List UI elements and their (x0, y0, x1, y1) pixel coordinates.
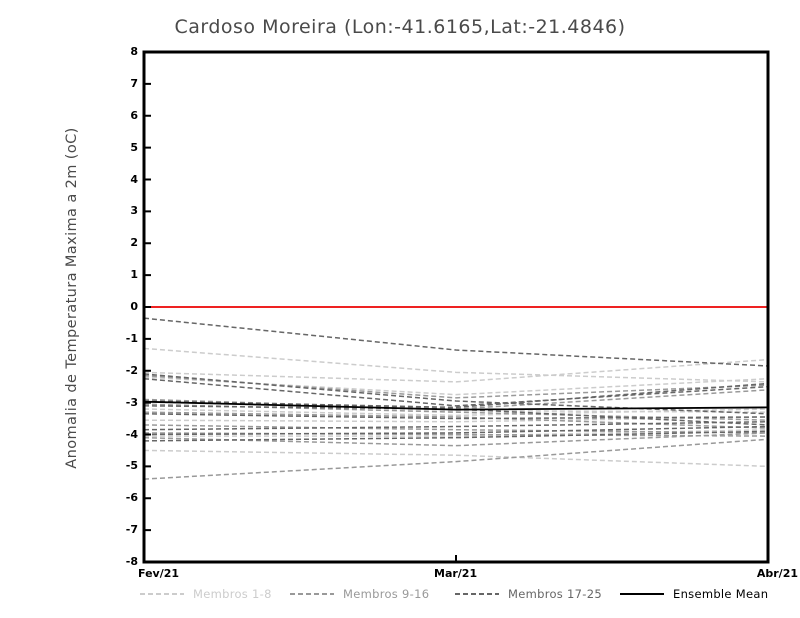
y-tick-label: -3 (125, 395, 138, 409)
series-line (143, 430, 769, 442)
series-line (143, 432, 769, 447)
y-tick-label: 5 (130, 140, 138, 154)
y-tick-label: -7 (125, 523, 138, 537)
series-line (143, 411, 769, 429)
legend-swatch-icon (455, 593, 499, 595)
series-line (143, 317, 769, 367)
series-line (143, 438, 769, 480)
legend-swatch-icon (140, 593, 184, 595)
legend-swatch-icon (290, 593, 334, 595)
legend-label: Membros 17-25 (508, 587, 602, 601)
y-tick-label: -2 (125, 363, 138, 377)
y-tick-label: -8 (125, 555, 138, 568)
y-tick-label: -6 (125, 491, 138, 505)
legend-swatch-icon (620, 592, 664, 596)
series-line (143, 373, 769, 415)
y-tick-label: -4 (125, 427, 138, 441)
series-line (143, 416, 769, 423)
x-tick-label: Fev/21 (138, 567, 180, 580)
chart-title: Cardoso Moreira (Lon:-41.6165,Lat:-21.48… (174, 16, 626, 38)
y-tick-label: 2 (130, 236, 138, 250)
legend-item[interactable]: Membros 9-16 (290, 585, 429, 603)
x-tick-label: Abr/21 (756, 567, 798, 580)
y-tick-label: -5 (125, 459, 138, 473)
series-line (143, 449, 769, 468)
series-line (143, 424, 769, 434)
legend-item[interactable]: Membros 1-8 (140, 585, 272, 603)
series-line (143, 413, 769, 420)
series-line (143, 408, 769, 417)
y-tick-label: 4 (130, 172, 138, 186)
series-line (143, 421, 769, 431)
y-tick-label: 6 (130, 108, 138, 122)
series-layer (143, 317, 769, 480)
legend-label: Membros 1-8 (193, 587, 272, 601)
tick-layer (143, 51, 769, 563)
x-tick-label: Mar/21 (434, 567, 478, 580)
series-line (143, 377, 769, 407)
series-line (143, 358, 769, 383)
chart-legend: Membros 1-8 Membros 9-16 Membros 17-25 Ense… (0, 585, 800, 605)
legend-item[interactable]: Membros 17-25 (455, 585, 602, 603)
series-line (143, 347, 769, 383)
series-line (143, 400, 769, 411)
y-tick-label: 8 (130, 45, 138, 58)
y-tick-label: 3 (130, 204, 138, 218)
y-tick-label: 0 (130, 300, 138, 313)
y-tick-label: 1 (130, 268, 138, 282)
y-tick-label: -1 (125, 331, 138, 345)
legend-label: Membros 9-16 (343, 587, 430, 601)
legend-label: Ensemble Mean (673, 587, 769, 601)
legend-item[interactable]: Ensemble Mean (620, 585, 768, 603)
y-tick-label: 7 (130, 76, 138, 90)
series-line (143, 425, 769, 436)
series-line (143, 382, 769, 409)
